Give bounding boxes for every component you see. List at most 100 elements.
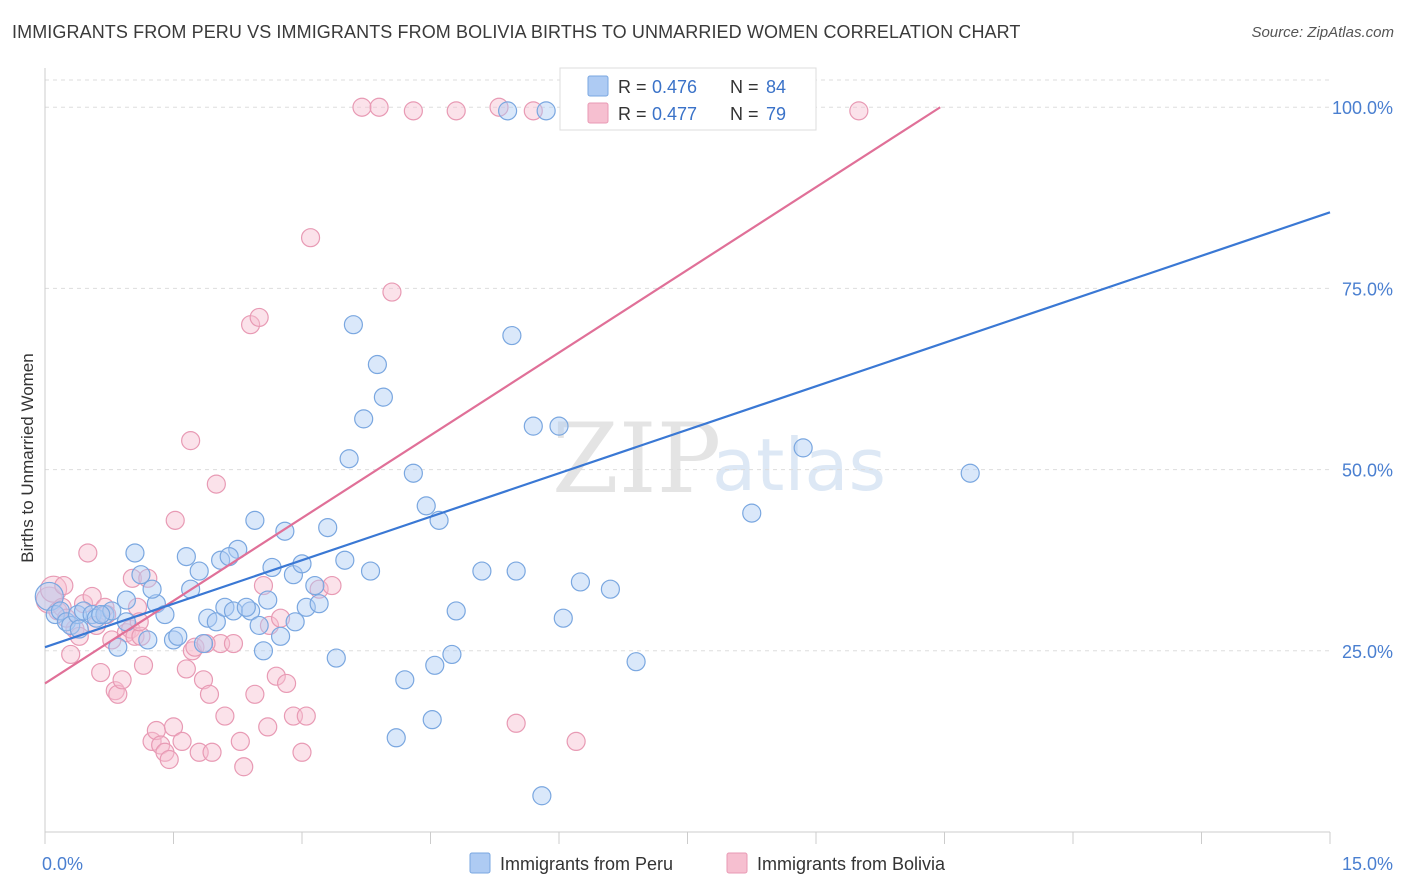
watermark-zip: ZIP xyxy=(552,403,721,515)
bolivia-point xyxy=(54,575,74,596)
peru-point xyxy=(91,604,111,625)
peru-point xyxy=(442,644,462,665)
gridlines xyxy=(45,79,1330,652)
legend-bolivia-n-label: N = xyxy=(730,104,759,124)
bolivia-point xyxy=(61,644,81,665)
bolivia-point xyxy=(125,626,145,646)
peru-point xyxy=(343,315,363,335)
bolivia-point xyxy=(245,684,265,704)
peru-point xyxy=(108,637,128,657)
peru-point xyxy=(536,101,556,121)
peru-point xyxy=(403,463,423,483)
bolivia-point xyxy=(253,575,274,596)
legend-swatch-bolivia xyxy=(587,102,609,124)
peru-point xyxy=(549,416,569,436)
peru-point xyxy=(446,601,466,621)
x-tick-labels: 0.0% 15.0% xyxy=(42,854,1393,874)
peru-point xyxy=(360,561,381,581)
peru-point xyxy=(125,543,145,563)
y-tick-label: 100.0% xyxy=(1332,98,1393,118)
bolivia-point xyxy=(566,731,586,752)
bolivia-point xyxy=(446,101,466,121)
legend-bolivia-r-value: 0.477 xyxy=(652,104,697,124)
legend-peru-n-value: 84 xyxy=(766,77,786,97)
peru-point xyxy=(193,633,214,654)
bolivia-point xyxy=(296,706,316,726)
peru-point xyxy=(553,608,573,628)
peru-points xyxy=(34,101,980,806)
bolivia-point xyxy=(266,666,286,686)
bottom-legend-swatch-bolivia xyxy=(726,852,748,874)
peru-point xyxy=(138,630,158,650)
chart-title: IMMIGRANTS FROM PERU VS IMMIGRANTS FROM … xyxy=(12,22,1021,42)
peru-point xyxy=(742,503,762,523)
bolivia-point xyxy=(176,659,196,679)
bolivia-point xyxy=(506,713,526,733)
peru-point xyxy=(318,517,338,538)
y-tick-label: 75.0% xyxy=(1342,279,1393,299)
peru-trend-line xyxy=(44,211,1331,649)
bolivia-point xyxy=(108,684,128,704)
axes xyxy=(44,68,1331,844)
stats-legend: R = 0.476 N = 84 R = 0.477 N = 79 xyxy=(559,67,817,131)
bolivia-point xyxy=(215,706,235,726)
peru-point xyxy=(270,626,291,646)
bolivia-point xyxy=(133,655,154,675)
bolivia-point xyxy=(249,307,269,328)
bolivia-point xyxy=(322,575,342,596)
peru-point xyxy=(335,550,355,570)
peru-point xyxy=(326,648,346,668)
bolivia-point xyxy=(258,717,278,737)
peru-point xyxy=(367,354,387,375)
bolivia-point xyxy=(276,673,297,694)
peru-point xyxy=(600,579,621,599)
peru-point xyxy=(236,597,256,617)
peru-point xyxy=(67,604,88,625)
y-axis-label: Births to Unmarried Women xyxy=(18,353,37,562)
peru-point xyxy=(131,565,151,585)
bottom-legend-peru: Immigrants from Peru xyxy=(500,854,673,874)
peru-point xyxy=(142,579,162,599)
bolivia-point xyxy=(202,742,222,762)
bolivia-point xyxy=(105,681,125,701)
legend-bolivia-r-label: R = xyxy=(618,104,647,124)
source-credit: Source: ZipAtlas.com xyxy=(1251,24,1394,41)
peru-point xyxy=(245,510,265,530)
peru-point xyxy=(960,463,980,483)
peru-point xyxy=(305,575,325,596)
bolivia-trend-line xyxy=(44,106,941,685)
peru-point xyxy=(570,572,591,592)
peru-point xyxy=(206,612,226,632)
bolivia-point xyxy=(230,731,250,752)
peru-point xyxy=(219,546,239,567)
legend-peru-n-label: N = xyxy=(730,77,759,97)
peru-point xyxy=(116,590,136,610)
legend-swatch-peru xyxy=(587,75,609,97)
peru-point xyxy=(472,561,492,581)
bottom-legend-swatch-peru xyxy=(469,852,491,874)
bolivia-point xyxy=(849,101,869,121)
bolivia-point xyxy=(382,282,402,302)
bolivia-point xyxy=(199,684,220,704)
y-tick-label: 50.0% xyxy=(1342,461,1393,481)
bolivia-point xyxy=(292,742,312,762)
peru-point xyxy=(373,387,393,407)
bolivia-point xyxy=(352,97,372,117)
peru-point xyxy=(498,101,518,121)
trend-lines xyxy=(44,106,1331,685)
bolivia-point xyxy=(369,97,389,117)
y-tick-labels: 25.0% 50.0% 75.0% 100.0% xyxy=(1332,98,1393,662)
peru-point xyxy=(285,612,305,632)
bolivia-point xyxy=(193,670,214,690)
watermark-atlas: atlas xyxy=(712,423,886,507)
bolivia-point xyxy=(206,474,226,494)
peru-point xyxy=(422,710,442,730)
bolivia-point xyxy=(223,633,244,654)
bolivia-points xyxy=(35,97,869,777)
peru-point xyxy=(45,604,65,625)
peru-point xyxy=(249,615,269,636)
peru-point xyxy=(102,601,122,621)
bolivia-point xyxy=(300,228,321,248)
peru-point xyxy=(416,496,436,516)
